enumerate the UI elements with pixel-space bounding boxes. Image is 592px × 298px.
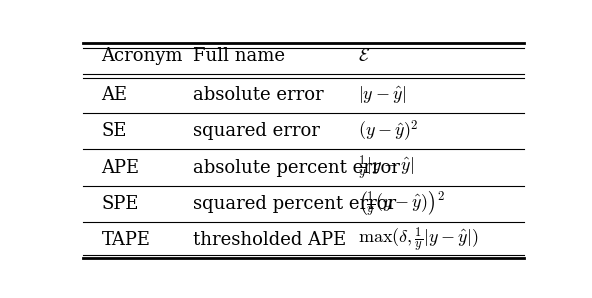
Text: TAPE: TAPE — [102, 231, 150, 249]
Text: SE: SE — [102, 122, 127, 140]
Text: $(y - \hat{y})^2$: $(y - \hat{y})^2$ — [359, 119, 419, 144]
Text: absolute percent error: absolute percent error — [193, 159, 400, 177]
Text: absolute error: absolute error — [193, 86, 324, 104]
Text: Full name: Full name — [193, 47, 285, 65]
Text: AE: AE — [102, 86, 128, 104]
Text: $\mathcal{E}$: $\mathcal{E}$ — [359, 47, 371, 65]
Text: squared error: squared error — [193, 122, 320, 140]
Text: $\left(\frac{1}{y}(y - \hat{y})\right)^2$: $\left(\frac{1}{y}(y - \hat{y})\right)^2… — [359, 190, 445, 218]
Text: thresholded APE: thresholded APE — [193, 231, 346, 249]
Text: SPE: SPE — [102, 195, 139, 213]
Text: $\max(\delta, \frac{1}{y}|y - \hat{y}|)$: $\max(\delta, \frac{1}{y}|y - \hat{y}|)$ — [359, 226, 479, 254]
Text: squared percent error: squared percent error — [193, 195, 397, 213]
Text: APE: APE — [102, 159, 140, 177]
Text: $\frac{1}{y}|y - \hat{y}|$: $\frac{1}{y}|y - \hat{y}|$ — [359, 153, 415, 181]
Text: Acronym: Acronym — [102, 47, 183, 65]
Text: $|y - \hat{y}|$: $|y - \hat{y}|$ — [359, 85, 406, 105]
